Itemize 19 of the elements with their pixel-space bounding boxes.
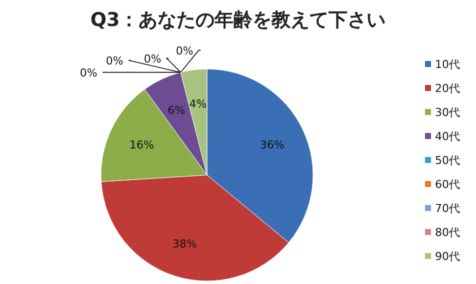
- legend-label: 10代: [435, 58, 460, 71]
- data-label: 6%: [168, 104, 186, 117]
- text: 0%: [176, 44, 194, 58]
- text: 0%: [106, 54, 124, 68]
- data-label: 38%: [172, 238, 197, 251]
- text: 0%: [80, 66, 98, 80]
- legend-label: 80代: [435, 226, 460, 239]
- chart-title: Q3：あなたの年齢を教えて下さい: [90, 9, 386, 31]
- legend-label: 50代: [435, 154, 460, 167]
- legend-label: 30代: [435, 106, 460, 119]
- data-label: 4%: [189, 97, 207, 110]
- legend-label: 70代: [435, 202, 460, 215]
- legend-label: 20代: [435, 82, 460, 95]
- legend-label: 60代: [435, 178, 460, 191]
- legend-label: 40代: [435, 130, 460, 143]
- data-label: 16%: [130, 138, 154, 152]
- data-label: 36%: [260, 138, 284, 152]
- text: 0%: [144, 52, 162, 66]
- legend-label: 90代: [435, 250, 460, 263]
